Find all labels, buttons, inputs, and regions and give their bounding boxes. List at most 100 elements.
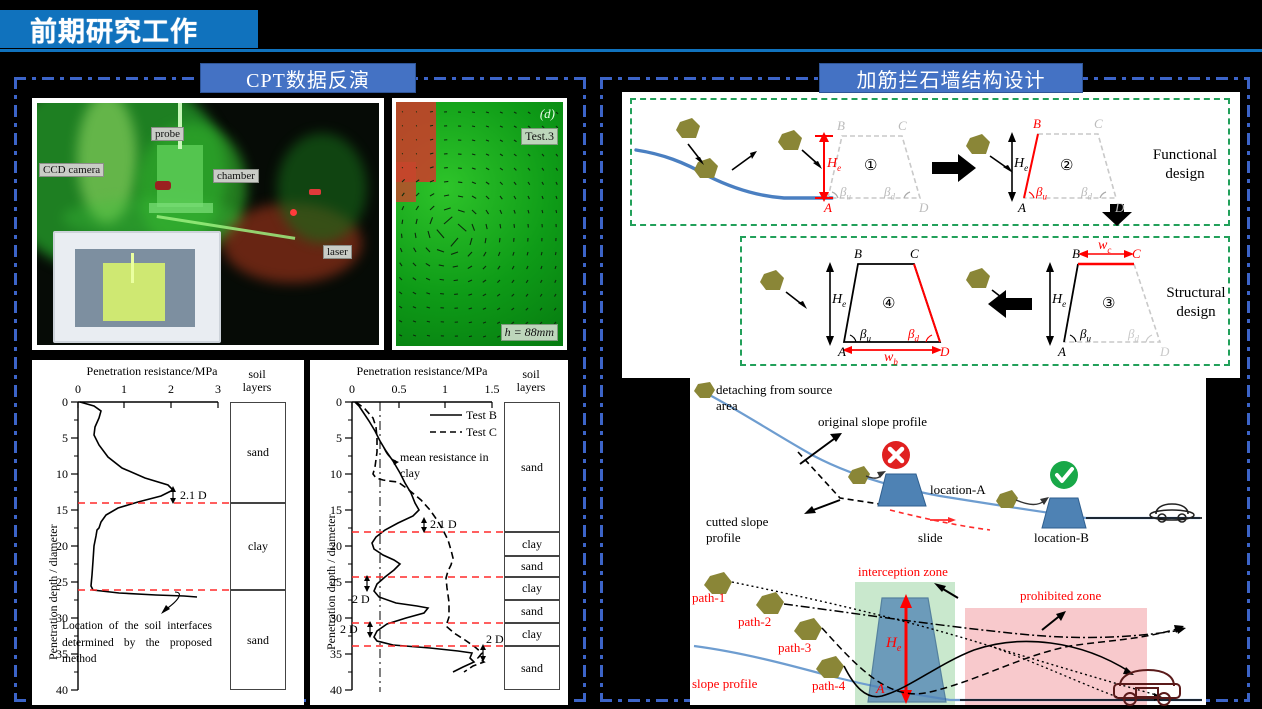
path-zone-panel: path-1 path-2 path-3 path-4 slope profil… <box>690 560 1206 706</box>
chart2-legend-test-b: Test B <box>466 408 497 422</box>
label-base-point-A: A <box>876 682 885 697</box>
vertex-D-step3: D <box>1160 344 1170 359</box>
cpt-chart-left: Penetration resistance/MPa Penetration d… <box>32 360 304 705</box>
piv-height-label: h = 88mm <box>500 324 558 341</box>
vertex-C-step1: C <box>898 118 907 133</box>
label-path-1: path-1 <box>692 590 726 605</box>
chart2-annotation-2-1d: 2.1 D <box>430 517 457 531</box>
chart1-xtick-1: 1 <box>121 382 127 396</box>
vertex-C-step2: C <box>1094 116 1103 131</box>
cpt-chart-right-inner: Penetration resistance/MPa Penetration d… <box>310 360 568 705</box>
chart2-annotation-mean-resistance: mean resistance in clay <box>400 450 489 480</box>
prohibited-zone-band <box>965 608 1147 705</box>
lab-photo-image: probe CCD camera chamber laser <box>37 103 379 345</box>
chart2-soil-layer-2: sand <box>504 556 560 577</box>
vertex-B-step3: B <box>1072 246 1080 261</box>
label-cutted-slope-profile: cutted slope profile <box>706 514 769 545</box>
chart2-soil-layer-4: sand <box>504 600 560 623</box>
photo-label-chamber: chamber <box>213 169 259 183</box>
angle-betad-step3: βd <box>1128 326 1139 344</box>
chart2-ytick-0: 0 <box>336 395 342 409</box>
vertex-C-step3: C <box>1132 246 1141 261</box>
chart1-soil-layer-0: sand <box>230 402 286 503</box>
vertex-A-step1: A <box>824 200 832 215</box>
label-location-b: location-B <box>1034 530 1089 545</box>
step-number-1: ① <box>864 158 878 174</box>
angle-betad-step4: βd <box>908 326 919 344</box>
structural-design-label: Structural design <box>1166 285 1226 320</box>
label-He-step4: He <box>832 292 847 309</box>
chart2-xtick-05: 0.5 <box>391 382 407 396</box>
title-underline <box>0 49 1262 52</box>
label-original-slope-profile: original slope profile <box>818 414 928 429</box>
vertex-A-step2: A <box>1018 200 1026 215</box>
chart1-soil-header: soil layers <box>242 367 272 394</box>
chart2-ytick-35: 35 <box>330 647 342 661</box>
chart2-ytick-40: 40 <box>330 683 342 697</box>
chart1-ytick-15: 15 <box>56 503 68 517</box>
label-He-step1: He <box>827 156 842 173</box>
label-slide: slide <box>918 530 943 545</box>
chart2-annotation-2d-a: 2 D <box>352 592 370 606</box>
chart2-xaxis-title: Penetration resistance/MPa <box>356 364 488 378</box>
functional-design-label: Functional design <box>1152 147 1218 182</box>
angle-betad-step1: βd <box>884 184 895 202</box>
angle-betau-step3: βu <box>1080 326 1091 344</box>
chart1-soil-layer-1: clay <box>230 503 286 590</box>
slope-location-panel: detaching from source area original slop… <box>690 378 1206 564</box>
label-He-path: He <box>886 635 902 654</box>
label-path-3: path-3 <box>778 640 812 655</box>
label-path-4: path-4 <box>812 678 846 693</box>
chart1-xaxis-title: Penetration resistance/MPa <box>86 364 218 378</box>
label-wc: wc <box>1098 238 1112 255</box>
structural-design-frame: He He wb wc A B C D βu βd A B C D βu βd … <box>740 236 1230 367</box>
chart2-soil-layer-5: clay <box>504 623 560 646</box>
chart1-ytick-30: 30 <box>56 611 68 625</box>
label-location-a: location-A <box>930 482 986 497</box>
chart2-annotation-2d-b: 2 D <box>340 622 358 636</box>
functional-design-frame: He He A B C D βu βd A B C D βu βd ① ② Fu… <box>630 98 1230 226</box>
label-prohibited-zone: prohibited zone <box>1020 588 1102 603</box>
chart2-xtick-0: 0 <box>349 382 355 396</box>
label-He-step3: He <box>1052 292 1067 309</box>
chart1-annotation-2-1d: 2.1 D <box>180 488 207 502</box>
vertex-D-step2: D <box>1115 200 1125 215</box>
chart2-soil-layer-3: clay <box>504 577 560 600</box>
section-badge-cpt-label: CPT数据反演 <box>246 69 370 92</box>
chart2-soil-layer-6: sand <box>504 646 560 690</box>
functional-design-svg <box>634 118 1132 226</box>
chart1-ytick-5: 5 <box>62 431 68 445</box>
piv-image: (d) Test.3 h = 88mm <box>396 102 563 346</box>
cpt-chart-right: Penetration resistance/MPa Penetration d… <box>310 360 568 705</box>
step-number-3: ③ <box>1102 296 1116 312</box>
chart1-xtick-2: 2 <box>168 382 174 396</box>
chart1-xtick-3: 3 <box>215 382 221 396</box>
piv-vectors <box>398 110 559 339</box>
chart2-ytick-15: 15 <box>330 503 342 517</box>
chart2-ytick-30: 30 <box>330 611 342 625</box>
photo-label-probe: probe <box>151 127 185 141</box>
chart2-svg <box>345 401 532 692</box>
vertex-D-step1: D <box>919 200 929 215</box>
angle-betad-step2: βd <box>1081 184 1092 202</box>
chart2-legend-test-c: Test C <box>466 425 497 439</box>
chart2-ytick-20: 20 <box>330 539 342 553</box>
label-wb: wb <box>884 350 898 367</box>
photo-label-ccd-camera: CCD camera <box>39 163 105 177</box>
chart1-xtick-0: 0 <box>75 382 81 396</box>
chart1-ytick-20: 20 <box>56 539 68 553</box>
lab-photo-panel: probe CCD camera chamber laser <box>32 98 384 350</box>
piv-panel-letter: (d) <box>539 106 555 121</box>
slide-title-bar: 前期研究工作 <box>0 10 258 48</box>
chart2-ytick-5: 5 <box>336 431 342 445</box>
step-number-4: ④ <box>882 296 896 312</box>
section-badge-cpt: CPT数据反演 <box>200 63 416 93</box>
angle-betau-step2: βu <box>1036 184 1047 202</box>
chart1-annotation-interfaces: Location of the soil interfaces determin… <box>62 620 212 666</box>
angle-betau-step1: βu <box>840 184 851 202</box>
piv-test-label: Test.3 <box>521 128 558 145</box>
chart1-svg <box>71 401 260 691</box>
vertex-B-step2: B <box>1033 116 1041 131</box>
chart1-soil-layer-2: sand <box>230 590 286 690</box>
chart1-ytick-35: 35 <box>56 647 68 661</box>
